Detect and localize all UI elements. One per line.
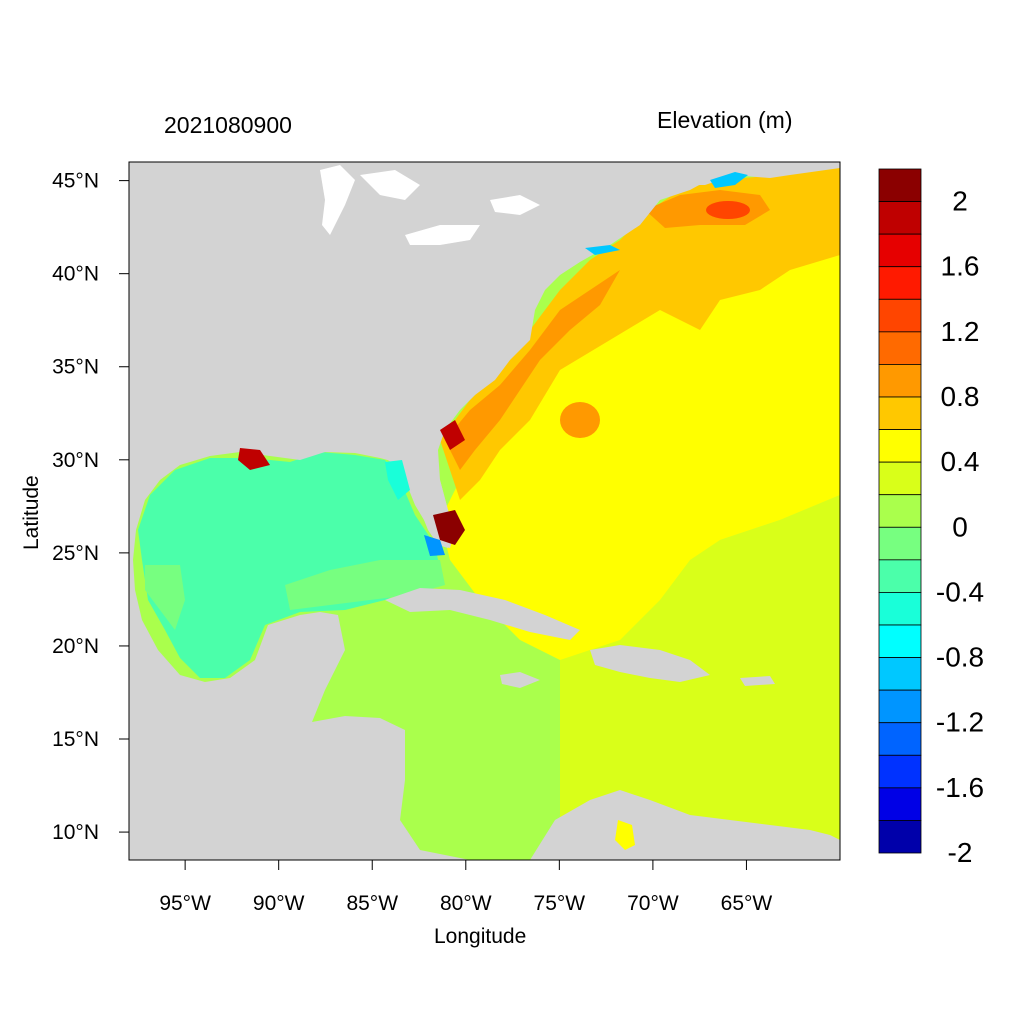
plot-frame [128, 161, 841, 861]
colorbar-bin [878, 526, 922, 561]
y-tick-label: 25°N [52, 542, 99, 565]
colorbar-bin [878, 722, 922, 756]
x-tick-label: 85°W [346, 892, 398, 915]
timestamp-title: 2021080900 [164, 112, 292, 138]
colorbar-bin [878, 494, 922, 528]
colorbar-bin [878, 559, 922, 593]
hispaniola-land [590, 645, 710, 682]
variable-title: Elevation (m) [657, 107, 793, 133]
y-tick-label: 15°N [52, 728, 99, 751]
colorbar-label: 2 [952, 186, 968, 217]
longisland-low [585, 245, 620, 255]
colorbar-bin [878, 820, 922, 854]
colorbar-label: -1.2 [936, 707, 984, 738]
colorbar-bin [878, 429, 922, 463]
maine-low [710, 172, 748, 188]
y-axis: 45°N 40°N 35°N 30°N 25°N 20°N 15°N 10°N [52, 170, 129, 844]
florida-low [424, 535, 445, 556]
colorbar: 2 1.6 1.2 0.8 0.4 0 -0.4 -0.8 -1.2 -1.6 -2 [878, 168, 984, 868]
colorbar-label: 1.2 [941, 316, 980, 347]
colorbar-label: -0.8 [936, 642, 984, 673]
colorbar-bin [878, 331, 922, 365]
bigbend-low [385, 460, 410, 500]
atlantic-yellow-field [440, 215, 840, 660]
south-america-land [530, 790, 840, 860]
colorbar-bin [878, 298, 922, 333]
georgia-extreme [440, 420, 465, 450]
colorbar-bin [878, 266, 922, 300]
colorbar-label: -0.4 [936, 576, 984, 607]
colorbar-label: -2 [948, 837, 973, 868]
colorbar-bin [878, 657, 922, 691]
jamaica-land [500, 672, 540, 688]
colorbar-label: -1.6 [936, 772, 984, 803]
louisiana-extreme [238, 448, 270, 470]
colorbar-bin [878, 396, 922, 430]
colorbar-label: 0.8 [941, 381, 980, 412]
colorbar-label: 1.6 [941, 251, 980, 282]
colorbar-bin [878, 592, 922, 626]
x-axis-label: Longitude [434, 925, 527, 948]
map-area [129, 162, 840, 860]
colorbar-bin [878, 364, 922, 398]
y-tick-label: 35°N [52, 356, 99, 379]
x-axis: 95°W 90°W 85°W 80°W 75°W 70°W 65°W [159, 860, 772, 915]
colorbar-bin [878, 461, 922, 496]
yucatan-channel-field [285, 560, 445, 610]
x-tick-label: 65°W [721, 892, 773, 915]
colorbar-label: 0.4 [941, 446, 980, 477]
gulf-field [138, 452, 440, 678]
gulf-of-maine-high [706, 201, 750, 219]
y-tick-label: 20°N [52, 635, 99, 658]
colorbar-bin [878, 201, 922, 235]
x-tick-label: 80°W [440, 892, 492, 915]
x-tick-label: 95°W [159, 892, 211, 915]
coastal-shelf-field [440, 162, 840, 500]
colorbar-bin [878, 624, 922, 658]
shelf-inner-field [445, 270, 620, 470]
cuba-land [385, 588, 580, 640]
northeast-land [690, 162, 840, 185]
y-axis-label: Latitude [20, 475, 43, 550]
offshore-patch [560, 402, 600, 438]
x-tick-label: 90°W [253, 892, 305, 915]
colorbar-label: 0 [952, 511, 968, 542]
colorbar-bin [878, 689, 922, 724]
y-tick-label: 40°N [52, 263, 99, 286]
great-lakes [320, 165, 540, 245]
colorbar-bin [878, 168, 922, 202]
lake-maracaibo [615, 820, 635, 850]
x-tick-label: 75°W [534, 892, 586, 915]
y-tick-label: 30°N [52, 449, 99, 472]
y-tick-label: 10°N [52, 821, 99, 844]
gulf-west-field [145, 565, 185, 630]
x-tick-label: 70°W [627, 892, 679, 915]
colorbar-bin [878, 754, 922, 789]
colorbar-bin [878, 233, 922, 268]
puerto-rico-land [740, 676, 775, 686]
y-tick-label: 45°N [52, 170, 99, 193]
florida-extreme [433, 510, 465, 545]
colorbar-bin [878, 787, 922, 821]
atlantic-east-field [560, 495, 840, 860]
